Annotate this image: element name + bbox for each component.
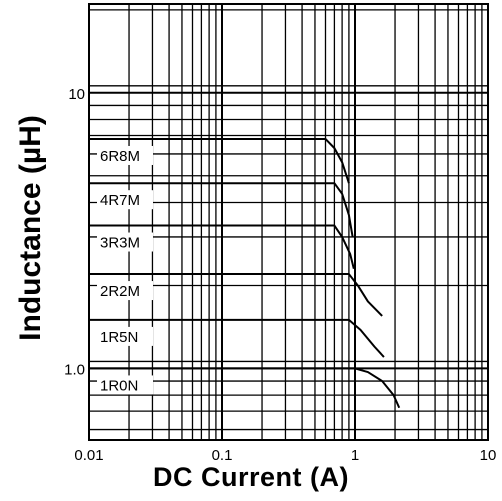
series-label-1r0n: 1R0N bbox=[100, 377, 138, 394]
series-label-6r8m: 6R8M bbox=[100, 148, 140, 165]
y-tick-label: 10 bbox=[68, 86, 85, 103]
series-label-bg bbox=[97, 145, 153, 165]
series-line-6r8m bbox=[89, 137, 350, 184]
tick-labels: 0.01 0.1 1 10 1.0 10 bbox=[64, 86, 496, 464]
series-line-2r2m bbox=[89, 273, 383, 317]
y-tick-label: 1.0 bbox=[64, 361, 85, 378]
series-label-1r5n: 1R5N bbox=[100, 329, 138, 346]
major-gridlines bbox=[88, 4, 488, 440]
series-line-4r7m bbox=[89, 182, 354, 238]
series-label-4r7m: 4R7M bbox=[100, 192, 140, 209]
series-label-2r2m: 2R2M bbox=[100, 283, 140, 300]
x-tick-label: 0.01 bbox=[74, 447, 103, 464]
series-label-bg bbox=[97, 232, 153, 252]
x-tick-label: 1 bbox=[351, 447, 359, 464]
series-labels: 6R8M 4R7M 3R3M 2R2M 1R5N 1R0N bbox=[97, 145, 153, 395]
series-label-bg bbox=[97, 375, 153, 395]
plot-frame bbox=[88, 3, 489, 441]
x-tick-label: 10 bbox=[480, 447, 497, 464]
series-label-bg bbox=[97, 281, 153, 301]
y-axis-label: Inductance (µH) bbox=[14, 115, 47, 341]
series-label-bg bbox=[97, 190, 153, 210]
x-axis-label: DC Current (A) bbox=[153, 462, 349, 492]
series-label-bg bbox=[97, 326, 153, 346]
y-axis-label-container: Inductance (µH) bbox=[0, 0, 60, 440]
x-tick-label: 0.1 bbox=[212, 447, 233, 464]
series-lines bbox=[89, 137, 401, 409]
series-line-3r3m bbox=[89, 224, 355, 269]
minor-gridlines bbox=[89, 4, 488, 440]
series-label-3r3m: 3R3M bbox=[100, 235, 140, 252]
series-line-1r5n bbox=[89, 318, 385, 358]
series-line-1r0n bbox=[89, 367, 401, 409]
